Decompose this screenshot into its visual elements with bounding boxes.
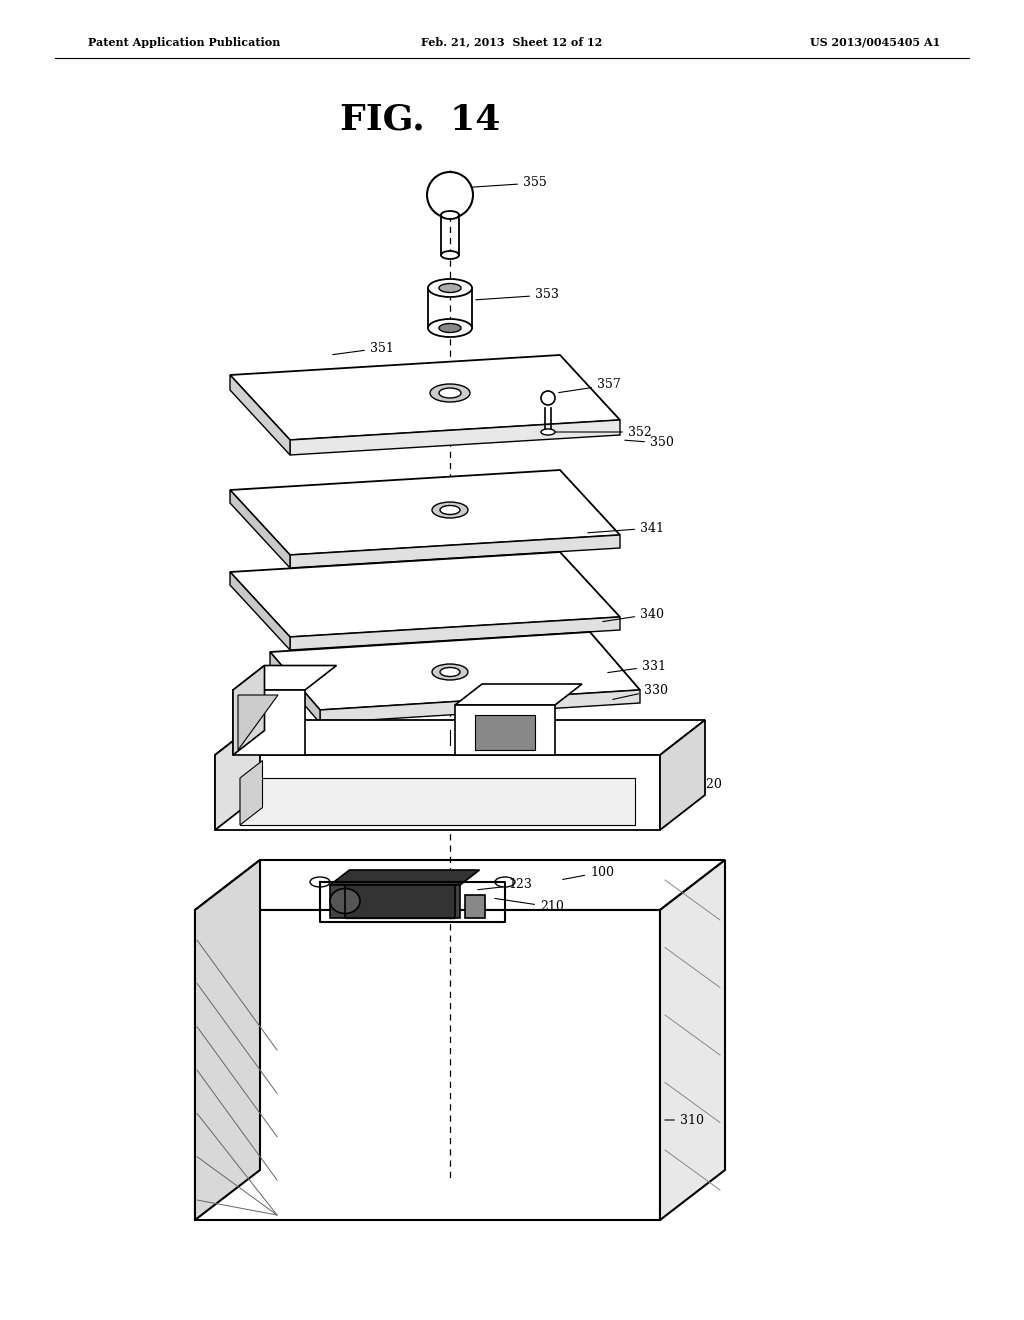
Polygon shape: [240, 777, 635, 825]
Polygon shape: [290, 535, 620, 568]
Ellipse shape: [541, 429, 555, 436]
Ellipse shape: [439, 284, 461, 293]
Text: 310: 310: [665, 1114, 705, 1126]
Text: Patent Application Publication: Patent Application Publication: [88, 37, 281, 48]
Polygon shape: [290, 616, 620, 649]
Polygon shape: [270, 652, 319, 723]
Text: 340: 340: [603, 607, 664, 622]
Polygon shape: [230, 490, 290, 568]
Text: 355: 355: [462, 177, 547, 190]
Ellipse shape: [428, 279, 472, 297]
Polygon shape: [215, 719, 705, 755]
Polygon shape: [240, 760, 262, 825]
Polygon shape: [660, 719, 705, 830]
Polygon shape: [230, 375, 290, 455]
Polygon shape: [660, 861, 725, 1220]
Polygon shape: [230, 572, 290, 649]
Ellipse shape: [441, 211, 459, 219]
Polygon shape: [455, 684, 582, 705]
Text: 113: 113: [378, 875, 402, 895]
Text: 341: 341: [588, 521, 664, 535]
Polygon shape: [233, 665, 264, 755]
Polygon shape: [195, 861, 725, 909]
Polygon shape: [233, 690, 305, 755]
Polygon shape: [345, 884, 455, 917]
Polygon shape: [238, 696, 278, 750]
Text: US 2013/0045405 A1: US 2013/0045405 A1: [810, 37, 940, 48]
Ellipse shape: [428, 319, 472, 337]
Polygon shape: [330, 870, 479, 884]
Text: 350: 350: [625, 437, 674, 450]
Text: Feb. 21, 2013  Sheet 12 of 12: Feb. 21, 2013 Sheet 12 of 12: [421, 37, 603, 48]
Polygon shape: [330, 884, 460, 917]
Text: 331: 331: [608, 660, 666, 673]
Ellipse shape: [541, 391, 555, 405]
Polygon shape: [465, 895, 485, 917]
Text: 210: 210: [495, 899, 564, 913]
Text: 100: 100: [563, 866, 614, 879]
Polygon shape: [270, 632, 640, 710]
Text: 352: 352: [555, 425, 651, 438]
Text: 357: 357: [559, 379, 621, 392]
Polygon shape: [195, 909, 660, 1220]
Ellipse shape: [440, 506, 460, 515]
Ellipse shape: [330, 888, 360, 913]
Ellipse shape: [441, 251, 459, 259]
Text: FIG.  14: FIG. 14: [340, 103, 500, 137]
Polygon shape: [319, 690, 640, 723]
Text: 353: 353: [476, 289, 559, 301]
Polygon shape: [230, 552, 620, 638]
Polygon shape: [290, 420, 620, 455]
Polygon shape: [215, 719, 260, 830]
Polygon shape: [230, 470, 620, 554]
Ellipse shape: [432, 664, 468, 680]
Polygon shape: [195, 861, 260, 1220]
Polygon shape: [475, 715, 535, 750]
Text: 351: 351: [333, 342, 394, 355]
Polygon shape: [215, 755, 660, 830]
Polygon shape: [230, 355, 620, 440]
Ellipse shape: [432, 502, 468, 517]
Text: 330: 330: [612, 684, 668, 700]
Ellipse shape: [430, 384, 470, 403]
Text: 320: 320: [663, 779, 722, 792]
Ellipse shape: [439, 388, 461, 399]
Ellipse shape: [439, 323, 461, 333]
Polygon shape: [455, 705, 555, 755]
Text: 123: 123: [478, 879, 531, 891]
Ellipse shape: [440, 668, 460, 676]
Ellipse shape: [427, 172, 473, 218]
Polygon shape: [233, 665, 337, 690]
